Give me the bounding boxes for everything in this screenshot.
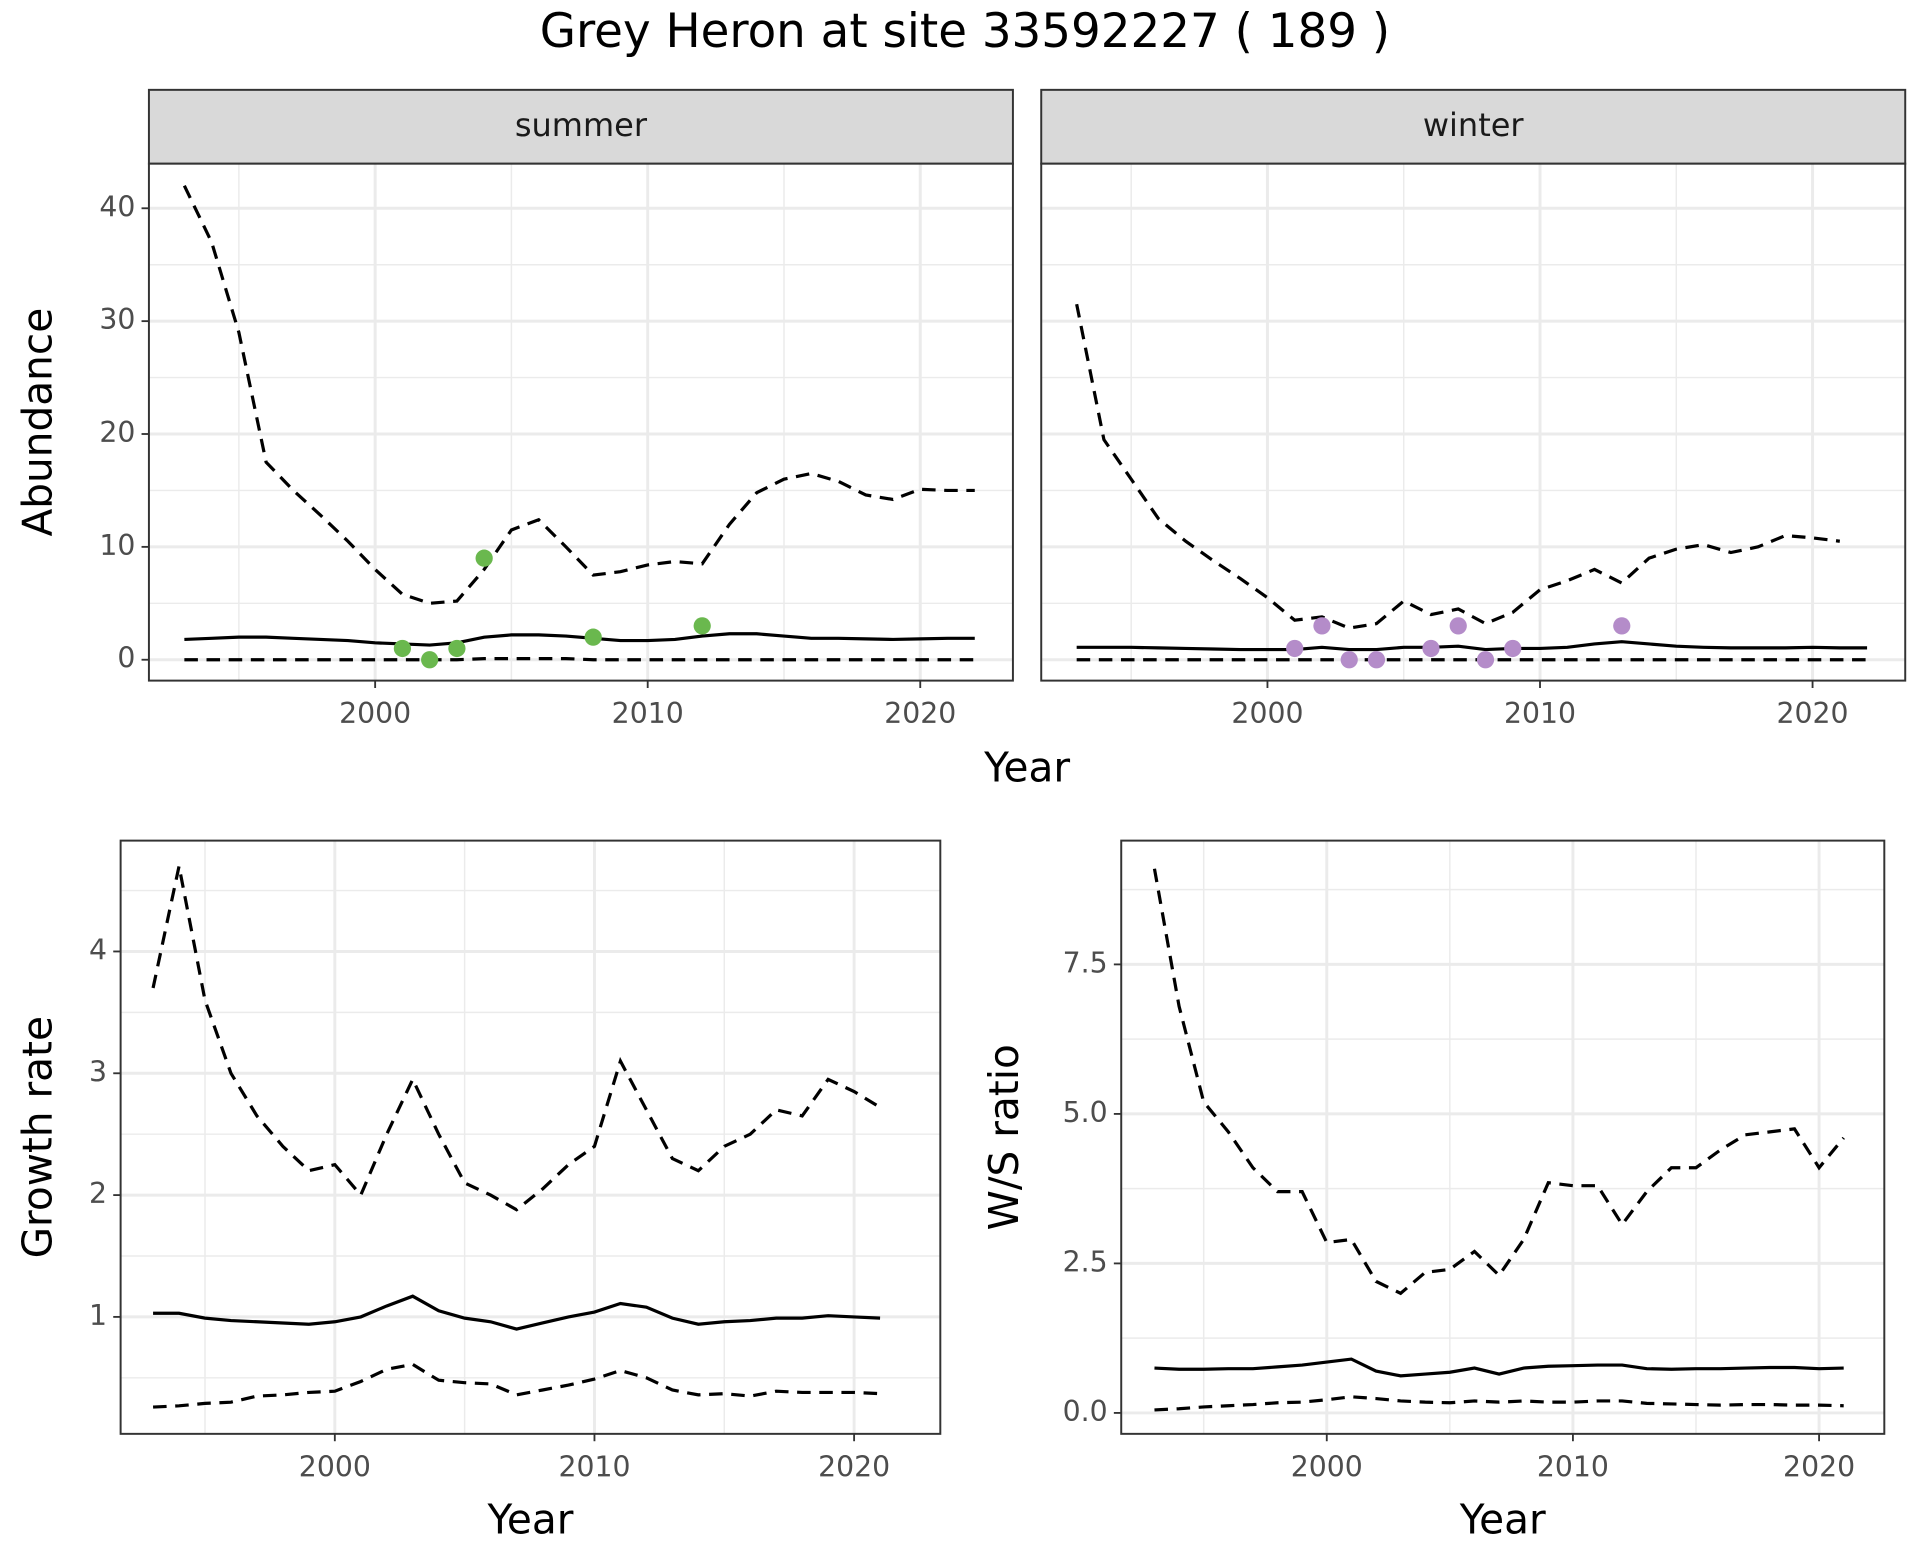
y-tick-label: 2.5 xyxy=(1063,1245,1108,1278)
estimate-line xyxy=(153,1294,881,1331)
x-tick-label: 2010 xyxy=(1504,697,1576,730)
y-tick-label: 2 xyxy=(89,1177,107,1210)
data-point xyxy=(393,639,412,658)
interval-line xyxy=(152,1362,881,1409)
interval-line xyxy=(1154,1395,1844,1412)
y-tick-label: 4 xyxy=(89,933,107,966)
data-point xyxy=(448,639,466,658)
y-axis-title: Abundance xyxy=(14,308,62,537)
y-axis-title: W/S ratio xyxy=(980,1044,1028,1230)
panel-border xyxy=(147,162,1014,682)
x-tick-label: 2000 xyxy=(299,1450,371,1483)
y-tick-label: 40 xyxy=(99,190,135,223)
facet-title: winter xyxy=(1423,106,1525,144)
panel-background xyxy=(1121,840,1885,1434)
x-tick-label: 2010 xyxy=(1537,1450,1609,1483)
interval-line xyxy=(151,865,881,1212)
data-point xyxy=(1504,639,1522,658)
y-tick-label: 10 xyxy=(99,529,135,562)
y-tick-label: 7.5 xyxy=(1063,946,1108,979)
facet-strip xyxy=(147,88,1014,165)
x-tick-label: 2000 xyxy=(1231,697,1303,730)
estimate-line xyxy=(1076,640,1868,652)
data-point xyxy=(1313,617,1331,635)
x-tick-label: 2000 xyxy=(1291,1450,1363,1483)
data-point xyxy=(475,549,493,567)
y-tick-label: 1 xyxy=(89,1299,107,1332)
y-axis-title: Growth rate xyxy=(14,1016,62,1258)
y-tick-label: 0 xyxy=(117,642,135,675)
x-tick-label: 2020 xyxy=(818,1450,890,1483)
panel-background xyxy=(120,840,941,1434)
interval-line xyxy=(1075,303,1841,630)
y-tick-label: 3 xyxy=(89,1055,107,1088)
x-tick-label: 2010 xyxy=(558,1450,630,1483)
x-tick-label: 2000 xyxy=(339,697,411,730)
panel-background xyxy=(1041,163,1906,681)
data-point xyxy=(421,651,439,669)
estimate-line xyxy=(1154,1357,1844,1378)
y-tick-label: 20 xyxy=(99,416,135,449)
data-point xyxy=(1613,617,1631,635)
figure-title: Grey Heron at site 33592227 ( 189 ) xyxy=(540,5,1390,59)
data-point xyxy=(584,628,602,646)
data-point xyxy=(1367,651,1386,669)
x-tick-label: 2020 xyxy=(1783,1450,1855,1483)
data-point xyxy=(1286,639,1304,658)
panel-background xyxy=(148,163,1013,681)
data-point xyxy=(693,617,711,635)
panel-border xyxy=(1040,162,1907,682)
y-tick-label: 30 xyxy=(99,303,135,336)
x-axis-title: Year xyxy=(983,743,1070,791)
data-point xyxy=(1422,639,1440,658)
estimate-line xyxy=(184,632,975,647)
interval-line xyxy=(182,185,975,605)
y-tick-label: 5.0 xyxy=(1063,1096,1108,1129)
interval-line xyxy=(1152,868,1845,1296)
data-point xyxy=(1340,651,1358,669)
y-tick-label: 0.0 xyxy=(1063,1395,1108,1428)
panel-border xyxy=(119,839,942,1435)
facet-title: summer xyxy=(515,106,648,144)
x-tick-label: 2020 xyxy=(1777,697,1849,730)
x-tick-label: 2020 xyxy=(884,697,956,730)
data-point xyxy=(1449,617,1467,635)
x-tick-label: 2010 xyxy=(612,697,684,730)
data-point xyxy=(1476,651,1495,669)
x-axis-title: Year xyxy=(486,1495,573,1543)
x-axis-title: Year xyxy=(1459,1495,1546,1543)
panel-border xyxy=(1120,839,1886,1435)
